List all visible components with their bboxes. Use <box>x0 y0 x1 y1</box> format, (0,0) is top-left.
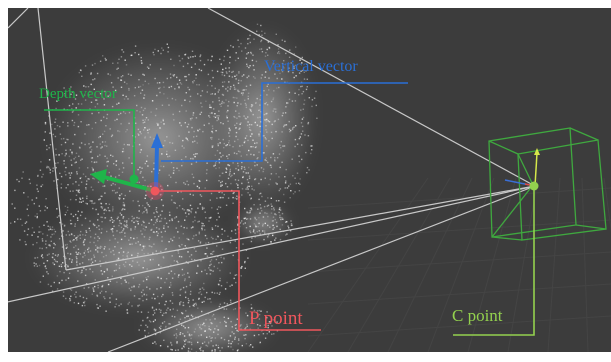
vertical-vector-annotation <box>151 82 408 189</box>
depth-arrow-head-icon <box>90 169 107 184</box>
c-point-annotation <box>453 181 539 336</box>
c-point-marker-icon <box>529 181 539 191</box>
depth-vector-annotation <box>44 109 156 193</box>
p-point-label: P point <box>249 308 303 329</box>
depth-vector-label: Depth vector <box>39 86 117 102</box>
point-cloud-viewport[interactable]: Depth vector Vertical vector P point C p… <box>8 8 611 352</box>
view-frustum-wireframe <box>8 8 536 352</box>
c-point-label: C point <box>452 306 503 325</box>
scene-canvas[interactable] <box>8 8 611 352</box>
vertical-vector-label: Vertical vector <box>264 58 358 75</box>
point-cloud <box>10 23 318 352</box>
depth-anchor-marker-icon <box>129 174 139 184</box>
p-point-marker-icon <box>150 186 160 196</box>
p-point-annotation <box>146 182 321 331</box>
vertical-arrow-head-icon <box>151 133 163 148</box>
camera-frustum-icon[interactable] <box>488 127 607 241</box>
ground-grid <box>307 177 611 352</box>
